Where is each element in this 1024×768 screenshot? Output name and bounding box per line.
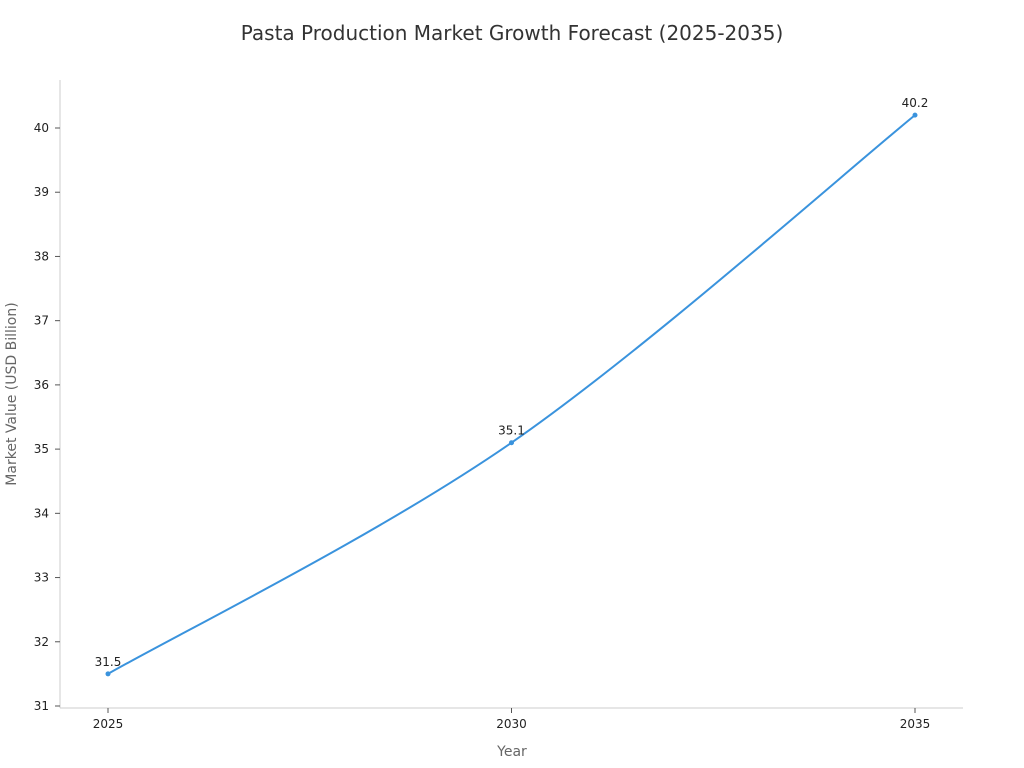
y-tick-label: 38 (34, 249, 49, 263)
data-series (105, 112, 918, 677)
y-tick-label: 40 (34, 121, 49, 135)
y-tick-label: 33 (34, 571, 49, 585)
series-line (107, 114, 916, 675)
x-axis-title: Year (496, 744, 527, 760)
axes (55, 80, 963, 713)
y-tick-label: 35 (34, 442, 49, 456)
y-tick-label: 36 (34, 378, 49, 392)
tick-labels: 31 32 33 34 35 36 37 38 39 40 2025 2030 2035 (34, 121, 931, 731)
x-tick-label: 2035 (900, 717, 931, 731)
data-label: 35.1 (498, 424, 525, 438)
y-tick-label: 39 (34, 185, 49, 199)
data-point (509, 440, 514, 446)
data-labels: 31.5 35.1 40.2 (95, 96, 929, 669)
y-tick-label: 31 (34, 699, 49, 713)
y-axis-title: Market Value (USD Billion) (4, 302, 20, 485)
data-point (105, 671, 111, 677)
data-label: 31.5 (95, 655, 122, 669)
data-label: 40.2 (902, 96, 929, 110)
chart-title: Pasta Production Market Growth Forecast … (241, 21, 784, 45)
y-tick-label: 37 (34, 314, 49, 328)
y-tick-label: 32 (34, 635, 49, 649)
y-tick-label: 34 (34, 506, 49, 520)
data-point (912, 112, 918, 118)
x-tick-label: 2025 (93, 717, 124, 731)
x-tick-label: 2030 (496, 717, 527, 731)
